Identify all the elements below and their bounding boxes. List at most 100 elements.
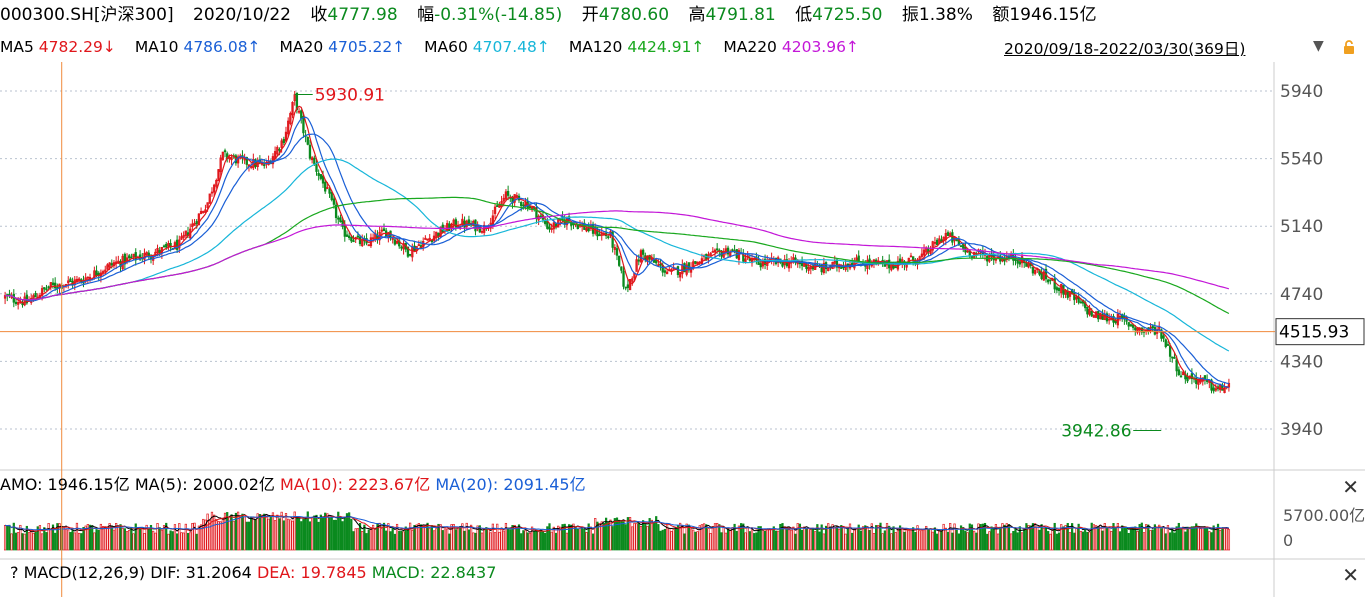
candle-body <box>380 229 383 232</box>
volume-bar <box>193 522 196 551</box>
vol-ma10: MA(10): 2223.67亿 <box>279 475 431 494</box>
candle-body <box>461 218 464 226</box>
volume-bar <box>1192 526 1196 551</box>
volume-bar <box>128 529 131 551</box>
candle-body <box>585 228 588 232</box>
volume-bar <box>831 524 834 551</box>
max-price-label: 5930.91 <box>315 86 385 106</box>
volume-bar <box>609 519 612 551</box>
candle-body <box>197 213 201 226</box>
volume-bar <box>1031 523 1035 551</box>
ma10-label: MA10 <box>134 38 179 56</box>
volume-bar <box>663 528 667 551</box>
candle-body <box>212 184 216 193</box>
volume-bar <box>93 532 96 551</box>
volume-bar <box>302 518 305 551</box>
volume-bar <box>1108 527 1111 551</box>
date-range-selector[interactable]: 2020/09/18-2022/03/30(369日) <box>1004 40 1246 58</box>
volume-bar <box>280 511 283 551</box>
candle-body <box>228 156 231 160</box>
candle-body <box>178 239 181 249</box>
volume-bar <box>648 518 651 551</box>
volume-bar <box>199 524 203 551</box>
volume-bar <box>1042 528 1045 551</box>
volume-bar <box>604 517 608 551</box>
close-macd-panel-icon[interactable]: ✕ <box>1342 563 1359 587</box>
candle-body <box>1182 371 1185 375</box>
volume-bar <box>565 532 569 551</box>
volume-bar <box>511 525 514 551</box>
volume-bar <box>167 533 170 551</box>
volume-bar <box>498 531 501 551</box>
help-icon[interactable]: ? <box>10 563 19 582</box>
candle-body <box>145 251 148 256</box>
volume-bar <box>160 529 163 551</box>
candle-body <box>345 234 349 237</box>
volume-bar <box>539 530 542 551</box>
candle-body <box>408 253 412 256</box>
candle-body <box>43 287 46 290</box>
volume-bar <box>437 523 440 551</box>
volume-bar <box>472 532 475 551</box>
candle-body <box>1079 301 1082 304</box>
candle-body <box>543 221 547 224</box>
volume-bar <box>380 528 383 551</box>
candle-body <box>395 241 399 244</box>
candle-body <box>25 294 29 304</box>
volume-bar <box>430 525 434 551</box>
volume-bar <box>557 525 560 551</box>
volume-bar <box>722 527 725 551</box>
candle-body <box>1092 315 1096 318</box>
candle-body <box>550 228 553 230</box>
close-volume-panel-icon[interactable]: ✕ <box>1342 475 1359 499</box>
candle-body <box>598 234 601 237</box>
candle-body <box>931 241 934 251</box>
y-tick-label: 5140 <box>1280 217 1323 237</box>
volume-bar <box>822 533 825 551</box>
volume-bar <box>1103 523 1106 551</box>
volume-bar <box>228 516 231 551</box>
ma20-value: 4705.22↑ <box>328 38 406 56</box>
volume-bar <box>1203 526 1207 551</box>
candle-body <box>1027 263 1030 268</box>
candle-body <box>391 238 394 240</box>
volume-bar <box>1169 532 1172 551</box>
volume-bar <box>859 530 863 551</box>
volume-bar <box>219 521 222 551</box>
candle-body <box>67 280 70 284</box>
candle-body <box>382 228 386 232</box>
volume-bar <box>875 525 878 551</box>
volume-bar <box>186 532 190 551</box>
candle-body <box>1090 310 1093 317</box>
volume-bar <box>990 526 993 551</box>
volume-bar <box>439 524 442 551</box>
candle-body <box>1025 262 1028 267</box>
volume-bar <box>1223 527 1226 551</box>
candle-body <box>1129 324 1133 327</box>
volume-bar <box>920 529 923 551</box>
volume-bar <box>456 527 460 551</box>
volume-bar <box>1020 532 1024 551</box>
y-tick-label: 4740 <box>1280 285 1323 305</box>
volume-bar <box>348 512 351 551</box>
volume-bar <box>679 522 682 551</box>
open-value: 4780.60 <box>598 5 670 25</box>
volume-bar <box>104 526 107 551</box>
candle-body <box>280 140 283 148</box>
volume-bar <box>385 530 388 551</box>
ma220-label: MA220 <box>723 38 777 56</box>
candle-body <box>356 235 360 238</box>
lock-icon[interactable] <box>1341 39 1357 55</box>
volume-bar <box>1084 528 1087 551</box>
chevron-down-icon[interactable]: ▼ <box>1313 38 1324 54</box>
volume-bar <box>1066 522 1069 551</box>
candle-body <box>1166 344 1170 346</box>
candle-body <box>676 266 680 276</box>
volume-bar <box>1184 531 1187 551</box>
candle-body <box>1075 296 1078 300</box>
volume-bar <box>504 522 508 551</box>
volume-bar <box>613 518 616 551</box>
volume-bar <box>988 531 991 551</box>
candle-body <box>1031 267 1035 274</box>
